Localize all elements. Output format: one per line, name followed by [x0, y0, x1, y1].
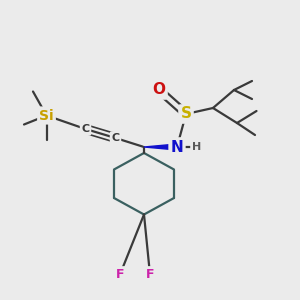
Text: H: H [192, 142, 201, 152]
Text: F: F [146, 268, 154, 281]
Text: O: O [152, 82, 166, 98]
Text: Si: Si [39, 109, 54, 122]
Text: C: C [111, 133, 120, 143]
Text: F: F [116, 268, 124, 281]
Polygon shape [144, 144, 177, 150]
Text: N: N [171, 140, 183, 154]
Text: C: C [81, 124, 90, 134]
Text: S: S [181, 106, 191, 122]
